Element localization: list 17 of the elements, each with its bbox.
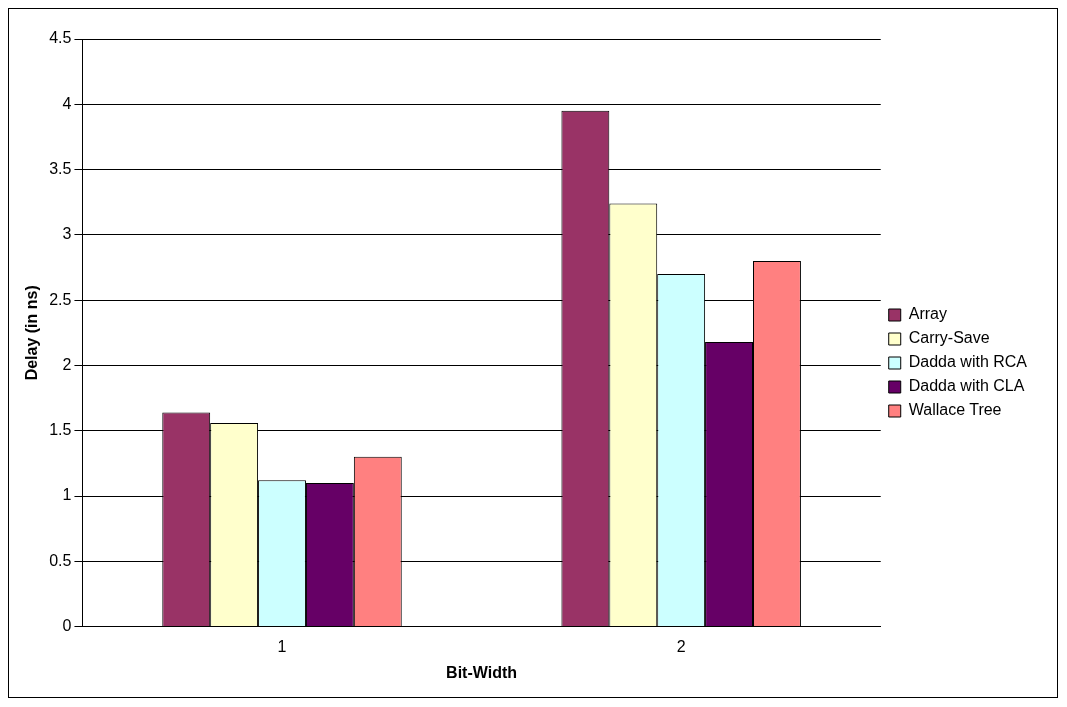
y-axis-title: Delay (in ns) (23, 285, 41, 381)
legend-label: Wallace Tree (908, 401, 1002, 419)
y-tick-label: 2 (62, 355, 72, 373)
x-axis-title: Bit-Width (446, 663, 518, 681)
y-tick-label: 2.5 (49, 290, 72, 308)
legend-label: Array (908, 305, 947, 323)
y-tick-label: 1.5 (49, 421, 72, 439)
y-tick-label: 4 (62, 94, 72, 112)
y-tick-label: 4.5 (49, 29, 72, 47)
y-tick-label: 0 (62, 617, 72, 635)
y-tick-label: 3.5 (49, 159, 72, 177)
y-tick-label: 1 (62, 486, 72, 504)
y-tick-label: 3 (62, 225, 72, 243)
y-tick-label: 0.5 (49, 551, 72, 569)
legend-label: Dadda with RCA (908, 353, 1028, 371)
legend-label: Carry-Save (908, 329, 990, 347)
legend-label: Dadda with CLA (908, 377, 1025, 395)
